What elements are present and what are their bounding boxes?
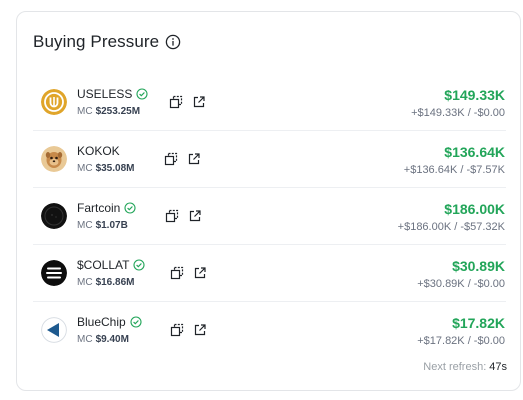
- token-row[interactable]: KOKOK MC $35.08M $136.64K +$136.64K / -$7…: [33, 131, 506, 188]
- buy-sell-flow: +$136.64K / -$7.57K: [403, 164, 505, 176]
- verified-check-icon: [124, 202, 136, 214]
- external-link-icon[interactable]: [192, 95, 206, 109]
- buying-pressure-card: Buying Pressure USELESS MC $253.25M $149.…: [16, 11, 521, 391]
- token-name-line: USELESS: [77, 87, 148, 101]
- market-cap: MC $1.07B: [77, 220, 128, 231]
- buy-amount: $17.82K: [452, 315, 505, 331]
- next-refresh-label: Next refresh:: [423, 361, 487, 373]
- token-name[interactable]: KOKOK: [77, 144, 120, 158]
- market-cap-label: MC: [77, 277, 93, 288]
- market-cap-value: $9.40M: [95, 334, 129, 345]
- buy-amount: $186.00K: [444, 201, 505, 217]
- card-title: Buying Pressure: [33, 32, 160, 51]
- fartcoin-logo-icon: [41, 203, 67, 229]
- market-cap-value: $16.86M: [95, 277, 135, 288]
- next-refresh: Next refresh: 47s: [423, 361, 507, 373]
- buy-amount: $149.33K: [444, 87, 505, 103]
- token-name[interactable]: Fartcoin: [77, 201, 121, 215]
- row-actions: [169, 95, 206, 109]
- token-name-line: BlueChip: [77, 315, 142, 329]
- copy-address-icon[interactable]: [170, 266, 184, 280]
- buy-amount: $30.89K: [452, 258, 505, 274]
- row-actions: [170, 266, 207, 280]
- copy-address-icon[interactable]: [170, 323, 184, 337]
- market-cap: MC $35.08M: [77, 163, 134, 174]
- token-row[interactable]: USELESS MC $253.25M $149.33K +$149.33K / …: [33, 74, 506, 131]
- useless-logo-icon: [41, 89, 67, 115]
- market-cap: MC $9.40M: [77, 334, 129, 345]
- collat-logo-icon: [41, 260, 67, 286]
- market-cap-value: $253.25M: [95, 106, 141, 117]
- card-header: Buying Pressure: [33, 32, 181, 52]
- buy-sell-flow: +$17.82K / -$0.00: [417, 335, 505, 347]
- row-actions: [165, 209, 202, 223]
- market-cap-label: MC: [77, 106, 93, 117]
- market-cap: MC $16.86M: [77, 277, 134, 288]
- copy-address-icon[interactable]: [164, 152, 178, 166]
- bluechip-logo-icon: [41, 317, 67, 343]
- buy-sell-flow: +$186.00K / -$57.32K: [397, 221, 505, 233]
- token-name-line: $COLLAT: [77, 258, 146, 272]
- row-actions: [170, 323, 207, 337]
- token-name[interactable]: BlueChip: [77, 315, 126, 329]
- token-name-line: KOKOK: [77, 144, 120, 158]
- market-cap-label: MC: [77, 163, 93, 174]
- market-cap-value: $1.07B: [95, 220, 128, 231]
- external-link-icon[interactable]: [188, 209, 202, 223]
- buy-amount: $136.64K: [444, 144, 505, 160]
- row-actions: [164, 152, 201, 166]
- external-link-icon[interactable]: [193, 323, 207, 337]
- copy-address-icon[interactable]: [165, 209, 179, 223]
- verified-check-icon: [133, 259, 146, 271]
- copy-address-icon[interactable]: [169, 95, 183, 109]
- verified-check-icon: [130, 316, 142, 328]
- market-cap-label: MC: [77, 334, 93, 345]
- token-list: USELESS MC $253.25M $149.33K +$149.33K / …: [33, 74, 506, 359]
- next-refresh-countdown: 47s: [489, 361, 507, 373]
- token-name[interactable]: USELESS: [77, 87, 133, 101]
- token-row[interactable]: $COLLAT MC $16.86M $30.89K +$30.89K / -$0…: [33, 245, 506, 302]
- buy-sell-flow: +$149.33K / -$0.00: [411, 107, 505, 119]
- kokok-logo-icon: [41, 146, 67, 172]
- market-cap-label: MC: [77, 220, 93, 231]
- info-icon[interactable]: [165, 34, 181, 50]
- token-row[interactable]: BlueChip MC $9.40M $17.82K +$17.82K / -$0…: [33, 302, 506, 359]
- external-link-icon[interactable]: [187, 152, 201, 166]
- verified-check-icon: [136, 88, 148, 100]
- buy-sell-flow: +$30.89K / -$0.00: [417, 278, 505, 290]
- external-link-icon[interactable]: [193, 266, 207, 280]
- market-cap-value: $35.08M: [95, 163, 135, 174]
- token-name-line: Fartcoin: [77, 201, 136, 215]
- token-row[interactable]: Fartcoin MC $1.07B $186.00K +$186.00K / -…: [33, 188, 506, 245]
- market-cap: MC $253.25M: [77, 106, 140, 117]
- token-name[interactable]: $COLLAT: [77, 258, 130, 272]
